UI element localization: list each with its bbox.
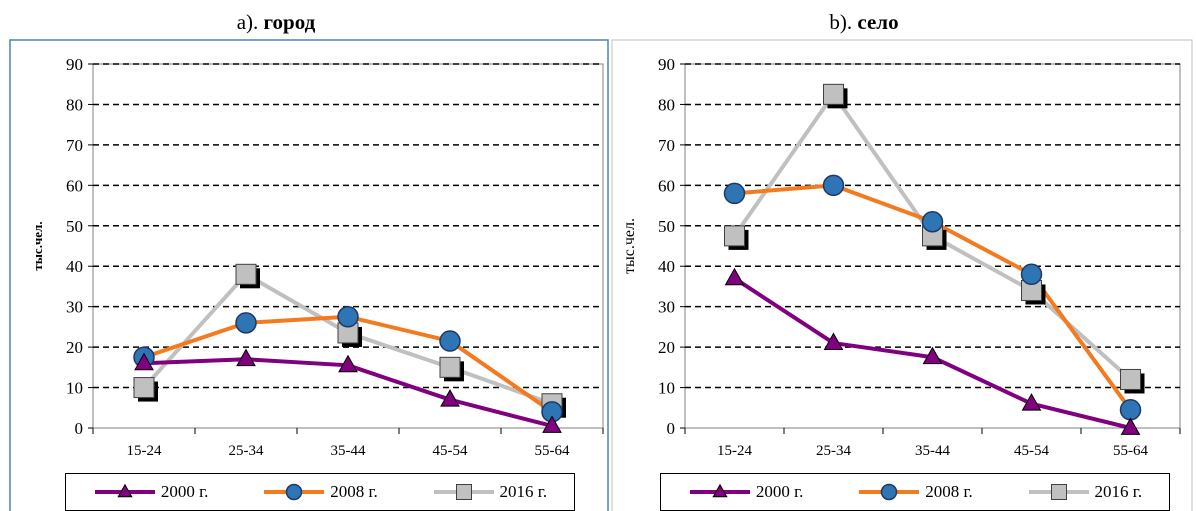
chart-b-ytick-label: 60 bbox=[658, 176, 675, 195]
chart-b-ytick-label: 20 bbox=[658, 338, 675, 357]
chart-a-title: a). город bbox=[236, 10, 316, 34]
chart-a-legend-label: 2016 г. bbox=[499, 482, 548, 501]
chart-a-legend-label: 2008 г. bbox=[330, 482, 378, 501]
chart-b-legend-marker bbox=[880, 483, 898, 501]
chart-b-legend-label: 2008 г. bbox=[925, 482, 973, 501]
chart-a-ytick-label: 50 bbox=[66, 217, 83, 236]
chart-a-point bbox=[337, 306, 359, 328]
chart-b-legend-item: 2016 г. bbox=[1027, 481, 1143, 503]
chart-b-plot-area bbox=[684, 63, 1181, 429]
chart-b-legend-item: 2000 г. bbox=[688, 481, 804, 503]
chart-a-ylabel: тыс.чел. bbox=[30, 221, 45, 270]
chart-a-legend-swatch bbox=[94, 483, 155, 498]
chart-b-point bbox=[1020, 263, 1043, 286]
chart-a-point bbox=[236, 348, 256, 367]
chart-b-title: b). село bbox=[829, 10, 899, 34]
chart-b-ytick-label: 80 bbox=[658, 95, 675, 114]
chart-a-legend-swatch bbox=[433, 484, 494, 500]
chart-b-xtick-label: 55-64 bbox=[1113, 443, 1148, 459]
chart-a-legend-item: 2016 г. bbox=[432, 481, 548, 503]
chart-a-legend: 2000 г. 2008 г. 2016 г. bbox=[65, 473, 575, 511]
chart-b-xtick-label: 35-44 bbox=[915, 443, 950, 459]
chart-b-plot: 0 10 20 30 40 50 60 70 80 90 15-24 25-34 35-44 45-54 5… bbox=[621, 55, 1181, 459]
chart-a-xtick-label: 35-44 bbox=[331, 443, 366, 459]
chart-b-point bbox=[1021, 393, 1042, 411]
chart-b-ytick-label: 70 bbox=[658, 136, 675, 155]
chart-b-xtick-label: 15-24 bbox=[717, 443, 752, 459]
chart-b-point bbox=[823, 332, 844, 350]
chart-a-ytick-label: 40 bbox=[66, 257, 83, 276]
chart-a-legend-marker bbox=[455, 484, 472, 500]
chart-a-ytick-label: 70 bbox=[66, 136, 83, 155]
chart-a-point bbox=[440, 389, 460, 407]
chart-b-point bbox=[822, 174, 845, 197]
chart-a-point bbox=[133, 377, 155, 399]
chart-b-frame bbox=[611, 39, 1193, 511]
chart-a-legend-swatch bbox=[264, 483, 325, 501]
chart-b-legend-marker bbox=[712, 483, 728, 498]
chart-a-ytick-label: 20 bbox=[66, 338, 83, 357]
chart-b-legend-swatch bbox=[689, 483, 750, 498]
chart-a-point bbox=[338, 354, 358, 373]
chart-b-ytick-label: 90 bbox=[658, 55, 675, 74]
chart-a-legend-label: 2000 г. bbox=[160, 482, 209, 501]
chart-b-legend-swatch bbox=[859, 483, 920, 501]
chart-a-point bbox=[235, 312, 257, 334]
chart-b-point bbox=[1119, 399, 1142, 421]
chart-a-plot-area bbox=[92, 63, 604, 429]
chart-b-point bbox=[823, 83, 844, 105]
chart-b-xtick-label: 45-54 bbox=[1014, 443, 1049, 459]
chart-a-frame bbox=[9, 39, 609, 511]
chart-a-xtick-label: 25-34 bbox=[229, 443, 264, 459]
chart-b-ylabel: тыс.чел. bbox=[621, 218, 638, 274]
chart-a-ytick-label: 10 bbox=[66, 379, 83, 398]
chart-b-ytick-label: 50 bbox=[658, 217, 675, 236]
chart-b-ytick-label: 10 bbox=[658, 379, 675, 398]
chart-b-ytick-label: 40 bbox=[658, 257, 675, 276]
chart-a-legend-marker bbox=[117, 483, 133, 498]
chart-a-xtick-label: 15-24 bbox=[127, 443, 162, 459]
chart-b-legend-marker bbox=[1050, 484, 1067, 500]
chart-a-ytick-label: 80 bbox=[66, 95, 83, 114]
chart-b-legend: 2000 г. 2008 г. 2016 г. bbox=[660, 473, 1170, 511]
chart-b-ytick-label: 0 bbox=[667, 419, 676, 438]
chart-a-legend-marker bbox=[285, 483, 303, 501]
chart-a-point bbox=[542, 415, 562, 433]
chart-a-xtick-label: 55-64 bbox=[535, 443, 570, 459]
chart-b-point bbox=[1120, 417, 1141, 435]
chart-a-legend-item: 2000 г. bbox=[93, 481, 209, 503]
chart-b-legend-label: 2016 г. bbox=[1094, 482, 1143, 501]
chart-b-point bbox=[724, 267, 745, 286]
chart-b-point bbox=[723, 182, 746, 205]
chart-b-point bbox=[922, 346, 943, 365]
chart-a-point bbox=[235, 263, 257, 285]
chart-a-point bbox=[439, 356, 461, 378]
chart-a-ytick-label: 30 bbox=[66, 298, 83, 317]
chart-a-xtick-label: 45-54 bbox=[433, 443, 468, 459]
chart-a-ytick-label: 0 bbox=[75, 419, 84, 438]
chart-b-ytick-label: 30 bbox=[658, 298, 675, 317]
chart-b-point bbox=[921, 210, 944, 233]
chart-b-point bbox=[724, 225, 745, 247]
chart-a-legend-item: 2008 г. bbox=[262, 481, 378, 503]
chart-a-plot: 0 10 20 30 40 50 60 70 80 90 15-24 25-34 35-44 45-54 5… bbox=[30, 55, 604, 459]
chart-a-point bbox=[134, 352, 154, 371]
chart-a-ytick-label: 90 bbox=[66, 55, 83, 74]
chart-a-point bbox=[439, 330, 461, 352]
chart-b-legend-swatch bbox=[1028, 484, 1089, 500]
chart-a-ytick-label: 60 bbox=[66, 176, 83, 195]
chart-b-legend-label: 2000 г. bbox=[755, 482, 804, 501]
chart-b-point bbox=[1120, 368, 1141, 390]
chart-b-xtick-label: 25-34 bbox=[816, 443, 851, 459]
chart-b-legend-item: 2008 г. bbox=[857, 481, 973, 503]
